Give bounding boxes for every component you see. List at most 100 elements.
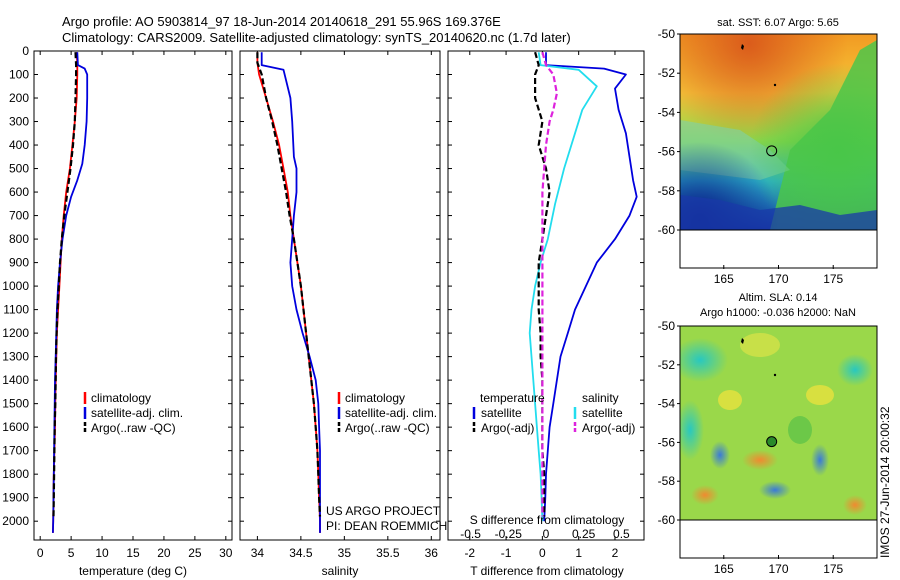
legend-label-temp-argo: Argo(-adj)	[481, 421, 534, 435]
credit-line1: US ARGO PROJECT	[326, 504, 441, 518]
sst-map-axes: -50 -52 -54 -56 -58 -60 165 170 175	[658, 27, 844, 286]
x-top-tick-label: -0.5	[460, 527, 481, 541]
x-tick-label: 15	[126, 546, 140, 560]
x-tick-label: 34.5	[289, 546, 313, 560]
difference-legend: temperature satellite Argo(-adj) salinit…	[472, 391, 635, 435]
figure-title-line2: Climatology: CARS2009. Satellite-adjuste…	[62, 30, 571, 45]
map-x-tick-label: 165	[714, 272, 734, 286]
map-y-tick-label: -54	[658, 105, 676, 119]
x-tick-label: 36	[425, 546, 439, 560]
map-x-tick-label: 170	[768, 272, 788, 286]
y-tick-label: 300	[9, 115, 29, 129]
sla-map-island-dot	[773, 373, 777, 377]
map-x-tick-label: 175	[823, 562, 843, 576]
difference-xlabel-top: S difference from climatology	[470, 513, 625, 527]
sst-map-island	[741, 44, 744, 50]
legend-label-climatology: climatology	[91, 391, 151, 405]
y-tick-label: 1200	[2, 326, 29, 340]
legend-label-satellite: satellite-adj. clim.	[91, 406, 183, 420]
sla-map-blank-area	[679, 519, 878, 559]
x-tick-label: 20	[157, 546, 171, 560]
y-tick-label: 1100	[3, 303, 29, 317]
map-x-tick-label: 170	[768, 562, 788, 576]
salinity-legend: climatology satellite-adj. clim. Argo(..…	[337, 391, 437, 435]
map-y-tick-label: -54	[658, 397, 676, 411]
y-tick-label: 700	[9, 209, 29, 223]
y-tick-label: 100	[9, 68, 29, 82]
x-top-tick-label: 0	[543, 527, 550, 541]
map-y-tick-label: -52	[658, 66, 676, 80]
y-tick-label: 1600	[2, 420, 29, 434]
y-tick-label: 600	[9, 185, 29, 199]
salinity-panel-frame	[239, 50, 441, 541]
temperature-xlabel: temperature (deg C)	[79, 564, 187, 578]
y-tick-label: 1500	[2, 397, 29, 411]
sst-map-island-dot	[773, 83, 777, 87]
legend-label-satellite: satellite-adj. clim.	[345, 406, 437, 420]
credit-line2: PI: DEAN ROEMMICH	[326, 519, 447, 533]
legend-label-argo: Argo(..raw -QC)	[345, 421, 430, 435]
legend-title-temperature: temperature	[480, 391, 545, 405]
legend-label-sal-satellite: satellite	[582, 406, 623, 420]
argo-profile-marker	[766, 145, 778, 157]
legend-title-salinity: salinity	[582, 391, 619, 405]
x-tick-label: 0	[539, 546, 546, 560]
legend-label-argo: Argo(..raw -QC)	[91, 421, 176, 435]
y-tick-label: 1900	[2, 491, 29, 505]
map-y-tick-label: -56	[658, 145, 676, 159]
sla-map-image	[680, 326, 877, 520]
x-top-tick-label: 0.25	[572, 527, 596, 541]
x-tick-label: -1	[501, 546, 512, 560]
series-line-argo-raw-qc-	[256, 52, 322, 517]
salinity-xlabel: salinity	[322, 564, 359, 578]
argo-profile-marker	[766, 436, 778, 448]
difference-panel: -2 -1 0 1 2 -0.5 -0.25 0 0.25 0.5	[448, 50, 644, 560]
y-tick-label: 1800	[2, 467, 29, 481]
series-line-argo-raw-qc-	[52, 52, 78, 517]
sla-map-title: Altim. SLA: 0.14	[739, 292, 818, 304]
sla-map-island	[741, 338, 744, 344]
map-y-tick-label: -60	[658, 513, 676, 527]
x-tick-label: 5	[68, 546, 75, 560]
y-tick-label: 1300	[2, 350, 29, 364]
series-line-argo-adj-	[541, 51, 559, 517]
difference-panel-frame	[447, 50, 645, 541]
sla-map-axes: -50 -52 -54 -56 -58 -60 165 170 175	[658, 319, 844, 576]
figure-title-line1: Argo profile: AO 5903814_97 18-Jun-2014 …	[62, 14, 501, 29]
series-line-satellite	[543, 52, 638, 522]
x-tick-label: 35.5	[376, 546, 400, 560]
legend-label-temp-satellite: satellite	[481, 406, 522, 420]
x-tick-label: 2	[612, 546, 619, 560]
temperature-panel-frame	[33, 50, 233, 541]
sst-map-image	[680, 34, 877, 230]
y-tick-label: 400	[9, 138, 29, 152]
map-y-tick-label: -50	[658, 319, 676, 333]
sst-map-title: sat. SST: 6.07 Argo: 5.65	[717, 17, 839, 29]
y-tick-label: 2000	[2, 514, 29, 528]
map-y-tick-label: -50	[658, 27, 676, 41]
legend-label-climatology: climatology	[345, 391, 405, 405]
y-tick-label: 900	[9, 256, 29, 270]
y-tick-label: 200	[9, 91, 29, 105]
x-tick-label: 0	[37, 546, 44, 560]
imos-timestamp-label: IMOS 27-Jun-2014 20:00:32	[878, 406, 892, 558]
x-tick-label: -2	[464, 546, 475, 560]
y-tick-label: 800	[9, 232, 29, 246]
x-tick-label: 35	[338, 546, 352, 560]
x-tick-label: 34	[251, 546, 265, 560]
x-top-tick-label: -0.25	[495, 527, 523, 541]
series-line-satellite-adj-clim-	[260, 52, 321, 533]
temperature-panel: 0100200300400500600700800900100011001200…	[2, 44, 233, 560]
y-tick-label: 1700	[2, 444, 29, 458]
map-y-tick-label: -60	[658, 223, 676, 237]
x-top-tick-label: 0.5	[613, 527, 630, 541]
map-x-tick-label: 175	[823, 272, 843, 286]
sst-map-blank-area	[679, 229, 878, 269]
x-tick-label: 10	[95, 546, 109, 560]
y-tick-label: 0	[22, 44, 29, 58]
y-tick-label: 1000	[2, 279, 29, 293]
map-y-tick-label: -52	[658, 358, 676, 372]
salinity-panel: 34 34.5 35 35.5 36	[240, 50, 440, 560]
temperature-legend: climatology satellite-adj. clim. Argo(..…	[83, 391, 183, 435]
